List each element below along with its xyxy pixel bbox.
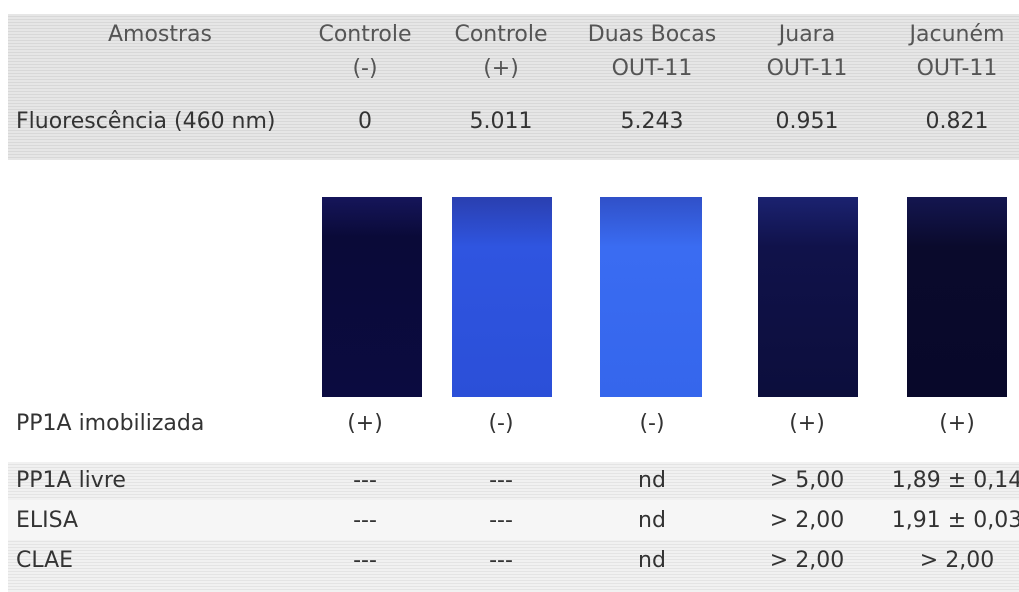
- header-cell: OUT-11: [917, 54, 998, 84]
- cell: 0.821: [926, 107, 989, 137]
- row-band: [8, 462, 1019, 500]
- cell: nd: [638, 546, 666, 576]
- cell: 1,91 ± 0,03: [892, 506, 1019, 536]
- header-cell: Controle: [454, 20, 547, 50]
- cell: ---: [353, 506, 377, 536]
- cell: (+): [939, 409, 975, 439]
- row-label: PP1A imobilizada: [16, 409, 204, 439]
- cell: ---: [489, 546, 513, 576]
- cell: 1,89 ± 0,14: [892, 466, 1019, 496]
- cell: (-): [488, 409, 513, 439]
- cell: (+): [789, 409, 825, 439]
- cell: > 5,00: [770, 466, 844, 496]
- vial-image: [322, 197, 422, 397]
- header-cell: OUT-11: [612, 54, 693, 84]
- vial-image: [758, 197, 858, 397]
- cell: (-): [639, 409, 664, 439]
- row-label: PP1A livre: [16, 466, 126, 496]
- cell: ---: [489, 466, 513, 496]
- row-band: [8, 540, 1019, 592]
- header-cell: Controle: [318, 20, 411, 50]
- header-cell: Amostras: [108, 20, 212, 50]
- header-cell: Duas Bocas: [588, 20, 716, 50]
- vial-image: [452, 197, 552, 397]
- row-label: CLAE: [16, 546, 73, 576]
- vial-image: [907, 197, 1007, 397]
- vial-image: [600, 197, 702, 397]
- header-cell: (-): [352, 54, 377, 84]
- cell: > 2,00: [770, 546, 844, 576]
- cell: 5.011: [470, 107, 533, 137]
- cell: > 2,00: [920, 546, 994, 576]
- header-cell: Juara: [779, 20, 835, 50]
- cell: ---: [353, 466, 377, 496]
- cell: ---: [489, 506, 513, 536]
- cell: ---: [353, 546, 377, 576]
- row-label: ELISA: [16, 506, 78, 536]
- cell: 5.243: [621, 107, 684, 137]
- cell: nd: [638, 506, 666, 536]
- cell: > 2,00: [770, 506, 844, 536]
- cell: 0: [358, 107, 372, 137]
- header-cell: OUT-11: [767, 54, 848, 84]
- header-cell: (+): [483, 54, 519, 84]
- page: Amostras Controle (-) Controle (+) Duas Bocas…: [0, 0, 1019, 592]
- row-label: Fluorescência (460 nm): [16, 107, 276, 137]
- cell: nd: [638, 466, 666, 496]
- header-cell: Jacuném: [910, 20, 1005, 50]
- cell: (+): [347, 409, 383, 439]
- row-band: [8, 500, 1019, 540]
- cell: 0.951: [776, 107, 839, 137]
